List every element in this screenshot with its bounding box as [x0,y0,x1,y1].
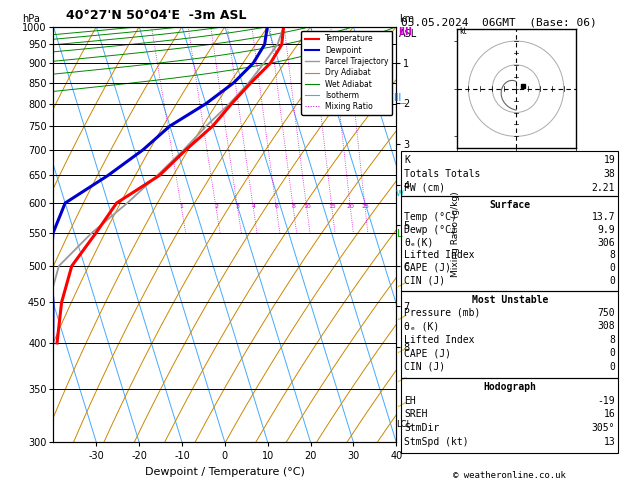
Text: 13: 13 [603,437,615,447]
Text: Lifted Index: Lifted Index [404,335,475,345]
Text: Dewp (°C): Dewp (°C) [404,225,457,235]
Text: Most Unstable: Most Unstable [472,295,548,305]
Text: /: / [396,279,406,289]
Text: 8: 8 [610,250,615,260]
Text: 4: 4 [252,204,255,209]
Text: CAPE (J): CAPE (J) [404,263,452,273]
Text: hPa: hPa [22,14,40,24]
X-axis label: Dewpoint / Temperature (°C): Dewpoint / Temperature (°C) [145,467,305,477]
Text: 0: 0 [610,348,615,358]
Text: km: km [399,14,415,24]
Text: lll_: lll_ [394,92,406,103]
Text: 1: 1 [180,204,184,209]
Text: 305°: 305° [592,423,615,433]
Text: 13.7: 13.7 [592,212,615,223]
Text: EH: EH [404,396,416,406]
Text: 2.21: 2.21 [592,183,615,193]
Text: 0: 0 [610,362,615,372]
Text: © weatheronline.co.uk: © weatheronline.co.uk [453,471,566,480]
Text: 6: 6 [274,204,279,209]
Text: 8: 8 [291,204,295,209]
Text: 05.05.2024  06GMT  (Base: 06): 05.05.2024 06GMT (Base: 06) [401,17,597,27]
Text: 3: 3 [236,204,240,209]
Text: 15: 15 [328,204,336,209]
Text: /: / [396,346,406,356]
Text: 25: 25 [361,204,369,209]
Text: SREH: SREH [404,409,428,419]
Text: -19: -19 [598,396,615,406]
Text: K: K [404,155,410,165]
Legend: Temperature, Dewpoint, Parcel Trajectory, Dry Adiabat, Wet Adiabat, Isotherm, Mi: Temperature, Dewpoint, Parcel Trajectory… [301,31,392,115]
Text: /: / [396,375,406,385]
Y-axis label: Mixing Ratio (g/kg): Mixing Ratio (g/kg) [451,191,460,278]
Text: 0: 0 [610,276,615,286]
Text: CIN (J): CIN (J) [404,362,445,372]
Text: Hodograph: Hodograph [483,382,537,392]
Text: 16: 16 [603,409,615,419]
Text: PW (cm): PW (cm) [404,183,445,193]
Text: 2: 2 [214,204,218,209]
Text: Temp (°C): Temp (°C) [404,212,457,223]
Text: θₑ(K): θₑ(K) [404,238,434,248]
Text: 19: 19 [603,155,615,165]
Text: 750: 750 [598,308,615,318]
Text: 9.9: 9.9 [598,225,615,235]
Text: StmSpd (kt): StmSpd (kt) [404,437,469,447]
Text: 38: 38 [603,169,615,179]
Text: CIN (J): CIN (J) [404,276,445,286]
Text: 8: 8 [610,335,615,345]
Text: w: w [396,188,404,198]
Text: ASL: ASL [399,29,418,39]
Text: kt: kt [459,27,467,36]
Text: Lifted Index: Lifted Index [404,250,475,260]
Text: CAPE (J): CAPE (J) [404,348,452,358]
Text: /: / [396,400,406,410]
Text: IIII: IIII [398,27,412,37]
Text: Totals Totals: Totals Totals [404,169,481,179]
Text: 20: 20 [347,204,355,209]
Text: Pressure (mb): Pressure (mb) [404,308,481,318]
Text: /: / [396,312,406,323]
Text: 40°27'N 50°04'E  -3m ASL: 40°27'N 50°04'E -3m ASL [66,9,247,22]
Text: 308: 308 [598,321,615,331]
Text: L: L [398,229,403,240]
Text: StmDir: StmDir [404,423,440,433]
Text: 306: 306 [598,238,615,248]
Text: 10: 10 [303,204,311,209]
Text: θₑ (K): θₑ (K) [404,321,440,331]
Text: Surface: Surface [489,200,530,210]
Text: LCL: LCL [396,420,411,429]
Text: 0: 0 [610,263,615,273]
